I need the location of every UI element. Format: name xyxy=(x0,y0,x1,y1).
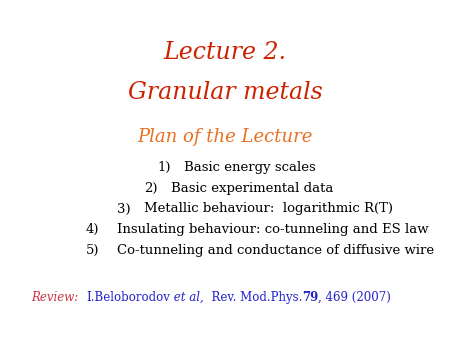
Text: 2): 2) xyxy=(144,182,158,194)
Text: 1): 1) xyxy=(158,161,171,173)
Text: Plan of the Lecture: Plan of the Lecture xyxy=(137,128,313,146)
Text: Lecture 2.: Lecture 2. xyxy=(163,41,287,64)
Text: Review:: Review: xyxy=(32,291,86,304)
Text: Basic experimental data: Basic experimental data xyxy=(171,182,333,194)
Text: 4): 4) xyxy=(86,223,99,236)
Text: Metallic behaviour:  logarithmic R(T): Metallic behaviour: logarithmic R(T) xyxy=(144,202,393,215)
Text: 79: 79 xyxy=(302,291,319,304)
Text: , 469 (2007): , 469 (2007) xyxy=(319,291,392,304)
Text: I.Beloborodov: I.Beloborodov xyxy=(86,291,170,304)
Text: 5): 5) xyxy=(86,244,99,257)
Text: Rev. Mod.Phys.: Rev. Mod.Phys. xyxy=(204,291,302,304)
Text: Granular metals: Granular metals xyxy=(128,81,322,104)
Text: 3): 3) xyxy=(117,202,130,215)
Text: Insulating behaviour: co-tunneling and ES law: Insulating behaviour: co-tunneling and E… xyxy=(117,223,428,236)
Text: Co-tunneling and conductance of diffusive wire: Co-tunneling and conductance of diffusiv… xyxy=(117,244,434,257)
Text: et al,: et al, xyxy=(170,291,204,304)
Text: Basic energy scales: Basic energy scales xyxy=(184,161,316,173)
